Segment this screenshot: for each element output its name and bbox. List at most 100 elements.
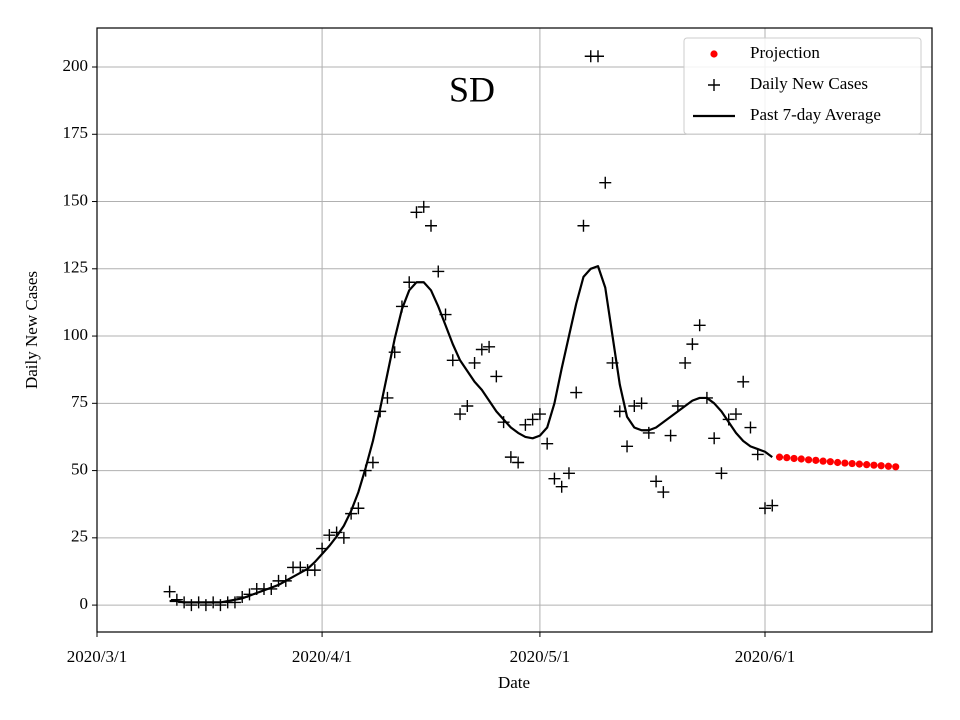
dot-marker <box>855 460 863 468</box>
x-tick-label: 2020/3/1 <box>67 647 127 666</box>
dot-marker <box>826 458 834 466</box>
marks <box>163 50 900 612</box>
plus-marker <box>308 564 321 577</box>
plus-marker <box>715 467 728 480</box>
y-tick-label: 50 <box>71 459 88 478</box>
average-line <box>169 265 773 604</box>
plus-marker <box>628 400 641 413</box>
plus-marker <box>475 343 488 356</box>
plus-marker <box>468 356 481 369</box>
plus-marker <box>490 370 503 383</box>
plus-marker <box>729 408 742 421</box>
plus-marker <box>664 429 677 442</box>
y-tick-label: 175 <box>63 123 89 142</box>
plus-marker <box>504 451 517 464</box>
y-tick-label: 25 <box>71 527 88 546</box>
plus-marker <box>417 200 430 213</box>
plus-marker <box>519 418 532 431</box>
dot-marker <box>884 462 893 470</box>
legend-label: Projection <box>750 43 820 62</box>
plus-marker <box>679 356 692 369</box>
legend-swatch <box>708 79 720 91</box>
plus-marker <box>454 408 467 421</box>
plus-marker <box>170 593 183 606</box>
plus-marker <box>533 408 546 421</box>
x-axis-label: Date <box>498 673 530 692</box>
plus-marker <box>599 176 612 189</box>
plus-marker <box>214 599 227 612</box>
y-tick-label: 100 <box>63 325 89 344</box>
dot-marker <box>892 463 900 471</box>
y-tick-label: 0 <box>80 594 89 613</box>
plus-marker <box>366 456 379 469</box>
plus-marker <box>759 502 771 515</box>
plus-marker <box>228 596 241 609</box>
dot-marker <box>790 454 798 463</box>
legend-box <box>683 37 922 135</box>
legend-label: Past 7-day Average <box>750 105 881 124</box>
plus-marker <box>410 206 423 219</box>
plus-marker <box>483 340 496 353</box>
plus-marker <box>693 319 706 332</box>
x-tick-label: 2020/6/1 <box>735 647 795 666</box>
plus-marker <box>562 467 575 480</box>
plus-marker <box>766 499 779 512</box>
legend-swatch <box>710 50 718 58</box>
plus-marker <box>163 585 176 598</box>
annotation: SD <box>449 69 495 109</box>
plus-marker <box>461 400 474 413</box>
plus-marker <box>621 440 634 453</box>
y-tick-label: 125 <box>63 258 89 277</box>
plus-marker <box>432 265 445 278</box>
plus-marker <box>686 338 699 351</box>
y-tick-label: 75 <box>71 392 88 411</box>
dot-marker <box>775 453 784 461</box>
plus-marker <box>541 437 554 450</box>
x-tick-label: 2020/5/1 <box>510 647 570 666</box>
dot-marker <box>848 459 856 468</box>
dot-marker <box>819 457 827 465</box>
legend: Projection Daily New Cases Past 7-day Aver… <box>683 37 922 135</box>
dot-marker <box>783 454 791 462</box>
plus-marker <box>650 475 663 488</box>
plus-marker <box>446 354 459 367</box>
dot-marker <box>863 461 871 469</box>
y-tick-label: 150 <box>63 190 89 209</box>
plus-marker <box>199 599 212 612</box>
plus-marker <box>708 432 721 445</box>
plus-marker <box>737 375 750 388</box>
plus-marker <box>526 413 539 426</box>
x-tick-label: 2020/4/1 <box>292 647 352 666</box>
plus-marker <box>577 219 590 232</box>
plus-marker <box>425 219 437 232</box>
plus-marker <box>635 397 648 410</box>
plus-marker <box>744 421 757 434</box>
plus-marker <box>570 386 583 399</box>
plot-frame <box>96 27 933 633</box>
legend-label: Daily New Cases <box>750 74 868 93</box>
dot-marker <box>870 461 878 469</box>
dot-marker <box>797 455 805 463</box>
plus-marker <box>512 456 525 469</box>
plus-marker <box>671 400 684 413</box>
plus-marker <box>388 346 401 359</box>
plus-marker <box>403 276 416 289</box>
plus-marker <box>657 486 670 499</box>
y-tick-label: 200 <box>63 56 89 75</box>
plus-marker <box>352 502 365 515</box>
dot-marker <box>804 456 813 464</box>
dot-marker <box>812 456 820 464</box>
y-axis-label: Daily New Cases <box>22 271 41 389</box>
plus-marker <box>548 472 561 485</box>
plus-marker <box>294 561 307 574</box>
plus-marker <box>642 426 655 439</box>
plus-marker <box>751 448 764 461</box>
plus-marker <box>555 480 568 493</box>
dot-marker <box>834 458 842 467</box>
plus-marker <box>613 405 626 418</box>
plus-marker <box>185 599 198 612</box>
plus-marker <box>592 50 604 63</box>
plus-marker <box>323 529 336 542</box>
dot-marker <box>877 462 885 470</box>
